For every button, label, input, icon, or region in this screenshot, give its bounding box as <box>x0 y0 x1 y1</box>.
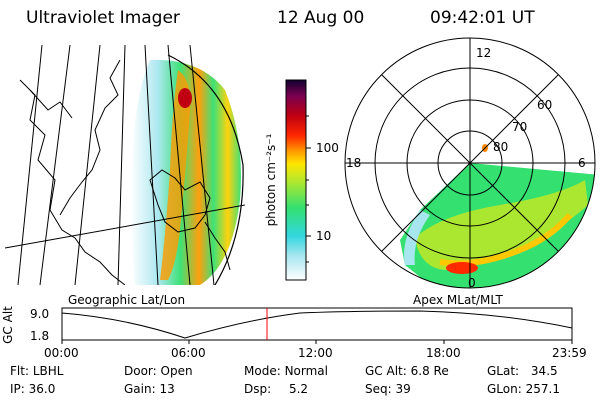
polar-peak <box>446 262 478 274</box>
status-flt-label: Flt: <box>10 364 29 378</box>
status-ip: IP: 36.0 <box>10 382 55 396</box>
status-gain: Gain: 13 <box>124 382 175 396</box>
earth-limb <box>167 54 244 285</box>
geo-panel-label: Geographic Lat/Lon <box>68 293 186 307</box>
colorbar-unit-label: photon cm⁻²s⁻¹ <box>264 133 278 227</box>
altitude-ylabel: GC Alt <box>1 306 15 344</box>
colorbar-tick-10: 10 <box>316 229 332 243</box>
polar-mlat-80: 80 <box>493 140 509 154</box>
instrument-title: Ultraviolet Imager <box>26 8 180 28</box>
status-seq-value: 39 <box>395 382 411 396</box>
status-seq-label: Seq: <box>365 382 392 396</box>
date-label: 12 Aug 00 <box>277 8 365 28</box>
status-glon-value: 257.1 <box>525 382 560 396</box>
altitude-xtick-1200: 12:00 <box>298 346 333 360</box>
status-flt-value: LBHL <box>32 364 64 378</box>
polar-edge-fade <box>404 210 430 265</box>
geographic-map <box>5 45 246 285</box>
status-door: Door: Open <box>124 364 193 378</box>
altitude-xtick-1800: 18:00 <box>426 346 461 360</box>
colorbar-tick-100: 100 <box>316 141 339 155</box>
status-door-label: Door: <box>124 364 157 378</box>
polar-oval-outer <box>415 180 588 270</box>
geo-emission-core <box>160 70 191 280</box>
altitude-plot-frame <box>61 307 573 341</box>
polar-grid <box>344 37 596 289</box>
coastlines <box>19 59 231 285</box>
apex-panel-label: Apex MLat/MLT <box>413 293 503 307</box>
colorbar-ticks <box>306 115 311 263</box>
status-gcalt-label: GC Alt: <box>365 364 407 378</box>
altitude-ticks <box>61 340 573 344</box>
altitude-xtick-2359: 23:59 <box>552 346 587 360</box>
status-gain-value: 13 <box>159 382 175 396</box>
status-flt: Flt: LBHL <box>10 364 63 378</box>
status-glon-label: GLon: <box>487 382 522 396</box>
status-dsp-value: 5.2 <box>288 382 309 396</box>
geo-grid-lines <box>5 45 246 285</box>
altitude-plot <box>61 307 573 344</box>
polar-mlt-12: 12 <box>476 46 492 60</box>
polar-mlat-70: 70 <box>512 120 528 134</box>
altitude-ytick-low: 1.8 <box>30 329 50 343</box>
altitude-xtick-0000: 00:00 <box>44 346 79 360</box>
status-mode-label: Mode: <box>244 364 281 378</box>
status-gcalt-value: 6.8 Re <box>410 364 449 378</box>
colorbar-scale <box>285 79 307 281</box>
status-door-value: Open <box>160 364 193 378</box>
status-glat-label: GLat: <box>487 364 520 378</box>
status-ip-value: 36.0 <box>28 382 56 396</box>
geo-emission-region <box>130 59 241 285</box>
status-gcalt: GC Alt: 6.8 Re <box>365 364 449 378</box>
polar-map <box>344 37 596 289</box>
polar-mlt-18: 18 <box>346 156 362 170</box>
status-mode: Mode: Normal <box>244 364 328 378</box>
status-dsp: Dsp: 5.2 <box>244 382 308 396</box>
status-glat-value: 34.5 <box>530 364 558 378</box>
altitude-xtick-0600: 06:00 <box>171 346 206 360</box>
geo-emission-peak <box>178 88 192 108</box>
status-ip-label: IP: <box>10 382 25 396</box>
status-glat: GLat: 34.5 <box>487 364 558 378</box>
status-glon: GLon: 257.1 <box>487 382 560 396</box>
altitude-curve <box>61 310 573 339</box>
status-seq: Seq: 39 <box>365 382 411 396</box>
altitude-ytick-high: 9.0 <box>30 307 50 321</box>
polar-mlat-60: 60 <box>537 98 553 112</box>
status-gain-label: Gain: <box>124 382 156 396</box>
status-mode-value: Normal <box>284 364 328 378</box>
polar-mlt-6: 6 <box>578 156 586 170</box>
polar-mlt-0: 0 <box>468 276 476 290</box>
status-dsp-label: Dsp: <box>244 382 272 396</box>
time-label: 09:42:01 UT <box>430 8 535 28</box>
colorbar <box>285 79 311 281</box>
